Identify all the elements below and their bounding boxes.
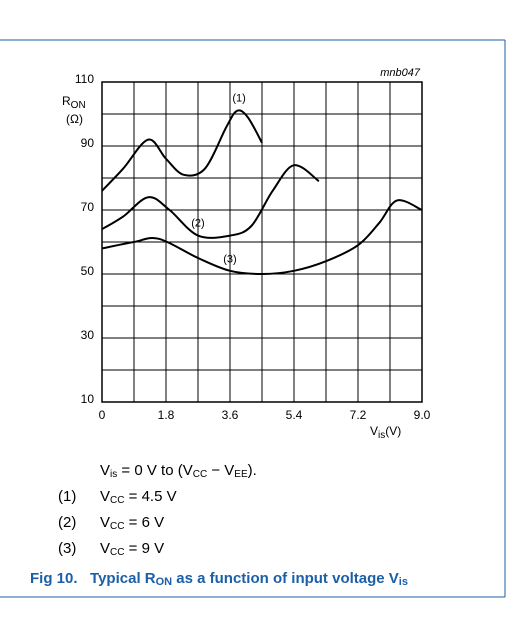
text-run: = 6 V [124, 514, 165, 531]
text-run: = 0 V to (V [117, 462, 193, 479]
text-run: − V [207, 462, 235, 479]
x-axis-label: Vis(V) [370, 424, 401, 440]
subscript: ON [155, 576, 173, 588]
subscript: CC [110, 521, 125, 532]
note-label: (1) [58, 488, 77, 505]
curve [101, 164, 320, 239]
y-tick-label: 10 [81, 392, 95, 406]
text-run: V [100, 540, 111, 557]
y-label-main: R [62, 94, 71, 108]
figure-code: mnb047 [380, 67, 421, 79]
y-axis-label: RON [62, 94, 86, 110]
note-label: (2) [58, 514, 77, 531]
y-tick-label: 50 [81, 264, 95, 278]
curve-label: (1) [232, 93, 245, 105]
figure-caption: Fig 10. Typical RON as a function of inp… [30, 570, 408, 588]
curve [101, 199, 423, 276]
subscript: is [398, 576, 408, 588]
note-label: (3) [58, 540, 77, 557]
note-text: VCC = 4.5 V [100, 488, 177, 506]
curve-label: (2) [191, 218, 204, 230]
subscript: CC [110, 547, 125, 558]
subscript: CC [110, 495, 125, 506]
text-run: Typical R [90, 570, 156, 587]
y-tick-label: 30 [81, 328, 95, 342]
x-tick-label: 7.2 [350, 408, 367, 422]
x-label-sub: is [378, 430, 385, 441]
subscript: EE [234, 469, 248, 480]
text-run: V [100, 462, 111, 479]
note-text: VCC = 6 V [100, 514, 164, 532]
x-tick-label: 1.8 [158, 408, 175, 422]
curve-label: (3) [223, 254, 236, 266]
y-tick-label: 90 [81, 136, 95, 150]
y-axis-unit: (Ω) [66, 112, 83, 126]
text-run: V [100, 488, 111, 505]
subscript: CC [192, 469, 208, 480]
x-tick-label: 3.6 [222, 408, 239, 422]
text-run: ). [247, 462, 257, 479]
note-text: VCC = 9 V [100, 540, 164, 558]
text-run: V [100, 514, 111, 531]
x-tick-label: 9.0 [414, 408, 431, 422]
x-tick-label: 5.4 [286, 408, 303, 422]
caption-number: Fig 10. [30, 570, 78, 587]
text-run: = 9 V [124, 540, 165, 557]
text-run: as a function of input voltage V [172, 570, 399, 587]
curve [101, 109, 263, 192]
condition-note: Vis = 0 V to (VCC − VEE). [100, 462, 257, 480]
y-tick-label: 110 [75, 72, 94, 86]
text-run: = 4.5 V [124, 488, 177, 505]
y-label-sub: ON [71, 100, 86, 111]
subscript: is [110, 469, 118, 480]
x-tick-label: 0 [99, 408, 106, 422]
y-tick-label: 70 [81, 200, 95, 214]
x-label-unit: (V) [385, 424, 401, 438]
caption-text: Typical RON as a function of input volta… [90, 570, 408, 588]
x-label-main: V [370, 424, 378, 438]
plot-border [101, 81, 423, 403]
